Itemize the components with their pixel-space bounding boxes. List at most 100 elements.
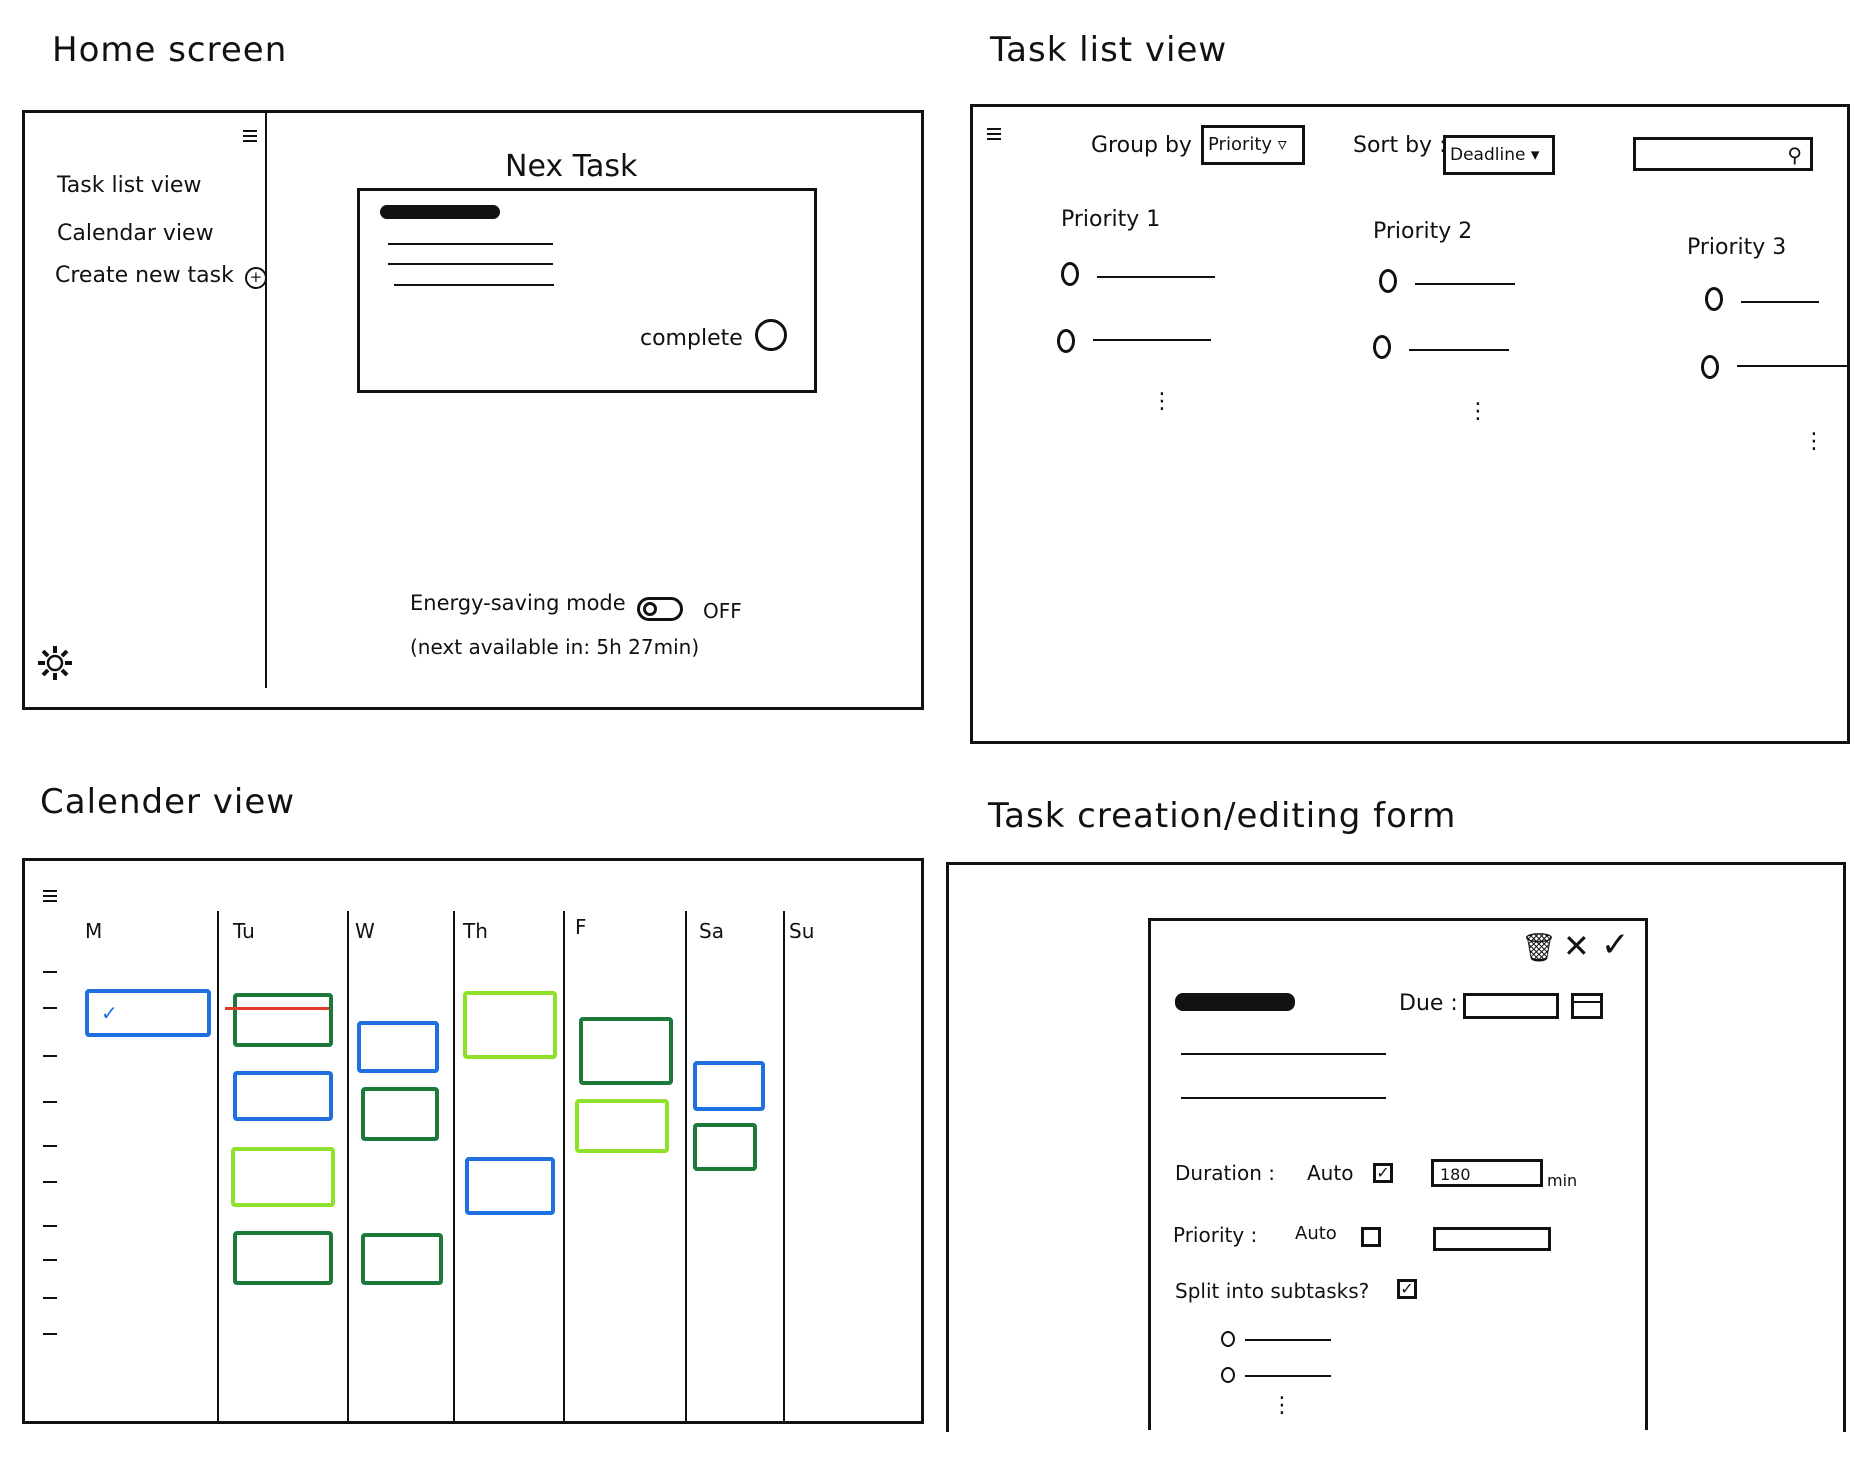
sidebar-item-calendar[interactable]: Calendar view [57, 221, 214, 246]
time-tick [43, 1007, 57, 1009]
day-label-tuesday: Tu [233, 919, 255, 943]
event-check-icon: ✓ [101, 1001, 118, 1025]
search-input[interactable]: ⚲ [1633, 137, 1813, 171]
split-subtasks-checkbox[interactable]: ✓ [1397, 1279, 1417, 1299]
calendar-event[interactable] [233, 1231, 333, 1285]
sort-by-select[interactable]: Deadline ▾ [1443, 135, 1555, 175]
group-by-value: Priority [1208, 134, 1273, 155]
calendar-event[interactable] [465, 1157, 555, 1215]
day-divider [347, 911, 349, 1421]
group-by-select[interactable]: Priority ▿ [1201, 125, 1305, 165]
complete-label: complete [640, 326, 743, 351]
day-label-friday: F [575, 915, 587, 939]
calendar-event[interactable] [463, 991, 557, 1059]
more-items-indicator: ⋮ [1467, 399, 1489, 424]
task-checkbox[interactable] [1379, 269, 1397, 293]
energy-saving-label: Energy-saving mode [410, 591, 626, 615]
task-checkbox[interactable] [1373, 335, 1391, 359]
energy-saving-state: OFF [703, 599, 742, 623]
complete-checkbox[interactable] [755, 319, 787, 351]
toggle-knob [643, 602, 657, 616]
due-date-input[interactable] [1463, 993, 1559, 1019]
hamburger-menu-icon[interactable] [43, 887, 57, 905]
task-checkbox[interactable] [1061, 262, 1079, 286]
calendar-event[interactable] [361, 1087, 439, 1141]
calendar-event[interactable] [233, 1071, 333, 1121]
time-tick [43, 1101, 57, 1103]
hamburger-menu-icon[interactable] [987, 125, 1001, 143]
calendar-event[interactable] [693, 1061, 765, 1111]
day-divider [563, 911, 565, 1421]
split-subtasks-label: Split into subtasks? [1175, 1279, 1370, 1303]
settings-gear-icon[interactable] [35, 643, 75, 687]
priority-column-heading: Priority 2 [1373, 219, 1473, 244]
time-tick [43, 1333, 57, 1335]
time-tick [43, 1225, 57, 1227]
task-checkbox[interactable] [1705, 287, 1723, 311]
priority-label: Priority : [1173, 1223, 1258, 1247]
task-title-line [1737, 365, 1847, 367]
priority-auto-checkbox[interactable] [1361, 1227, 1381, 1247]
duration-input[interactable]: 180 [1431, 1159, 1543, 1187]
duration-auto-checkbox[interactable]: ✓ [1373, 1163, 1393, 1183]
subtask-title-line [1245, 1339, 1331, 1341]
more-items-indicator: ⋮ [1151, 389, 1173, 414]
hamburger-menu-icon[interactable] [243, 127, 257, 145]
day-label-monday: M [85, 919, 103, 943]
sidebar-divider [265, 113, 267, 688]
duration-unit: min [1547, 1171, 1578, 1190]
calendar-icon[interactable] [1571, 993, 1603, 1019]
sidebar-item-create-task[interactable]: Create new task + [55, 263, 267, 289]
calendar-event[interactable] [693, 1123, 757, 1171]
task-checkbox[interactable] [1701, 355, 1719, 379]
more-items-indicator: ⋮ [1803, 429, 1825, 454]
group-by-label: Group by : [1091, 133, 1207, 158]
calendar-event[interactable] [575, 1099, 669, 1153]
home-screen-frame: Task list view Calendar view Create new … [22, 110, 924, 710]
task-title-line [1415, 283, 1515, 285]
more-subtasks-indicator: ⋮ [1271, 1393, 1293, 1418]
day-divider [453, 911, 455, 1421]
time-tick [43, 1145, 57, 1147]
calendar-event[interactable] [225, 993, 333, 1047]
calendar-event[interactable]: ✓ [85, 989, 211, 1037]
task-checkbox[interactable] [1057, 329, 1075, 353]
time-tick [43, 1259, 57, 1261]
next-task-card: complete [357, 188, 817, 393]
duration-auto-label: Auto [1307, 1161, 1354, 1185]
subtask-checkbox[interactable] [1221, 1331, 1235, 1347]
task-title-line [1097, 276, 1215, 278]
dropdown-arrow-icon: ▿ [1272, 134, 1287, 155]
form-section-title: Task creation/editing form [988, 796, 1457, 836]
time-tick [43, 971, 57, 973]
trash-icon[interactable]: 🗑 [1521, 931, 1557, 964]
task-title-line [1741, 301, 1819, 303]
task-list-frame: Group by : Priority ▿ Sort by : Deadline… [970, 104, 1850, 744]
task-description-line [388, 263, 553, 265]
priority-column-heading: Priority 3 [1687, 235, 1787, 260]
calendar-event[interactable] [231, 1147, 335, 1207]
day-label-thursday: Th [463, 919, 488, 943]
calendar-event[interactable] [361, 1233, 443, 1285]
next-task-heading: Nex Task [505, 149, 638, 184]
day-label-saturday: Sa [699, 919, 724, 943]
task-title-line [1093, 339, 1211, 341]
task-title-scribble [380, 205, 500, 219]
time-tick [43, 1181, 57, 1183]
calendar-event[interactable] [357, 1021, 439, 1073]
dropdown-arrow-icon: ▾ [1525, 145, 1540, 165]
due-label: Due : [1399, 991, 1458, 1016]
day-divider [783, 911, 785, 1421]
close-icon[interactable]: ✕ [1563, 927, 1590, 965]
day-label-wednesday: W [355, 919, 375, 943]
priority-input[interactable] [1433, 1227, 1551, 1251]
task-title-scribble [1175, 993, 1295, 1011]
subtask-checkbox[interactable] [1221, 1367, 1235, 1383]
energy-saving-toggle[interactable] [637, 597, 683, 621]
current-time-indicator [225, 1007, 329, 1010]
check-icon[interactable]: ✓ [1601, 925, 1630, 965]
priority-auto-label: Auto [1295, 1223, 1337, 1244]
calendar-frame: M Tu W Th F Sa Su ✓ [22, 858, 924, 1424]
sidebar-item-task-list[interactable]: Task list view [57, 173, 202, 198]
calendar-event[interactable] [579, 1017, 673, 1085]
